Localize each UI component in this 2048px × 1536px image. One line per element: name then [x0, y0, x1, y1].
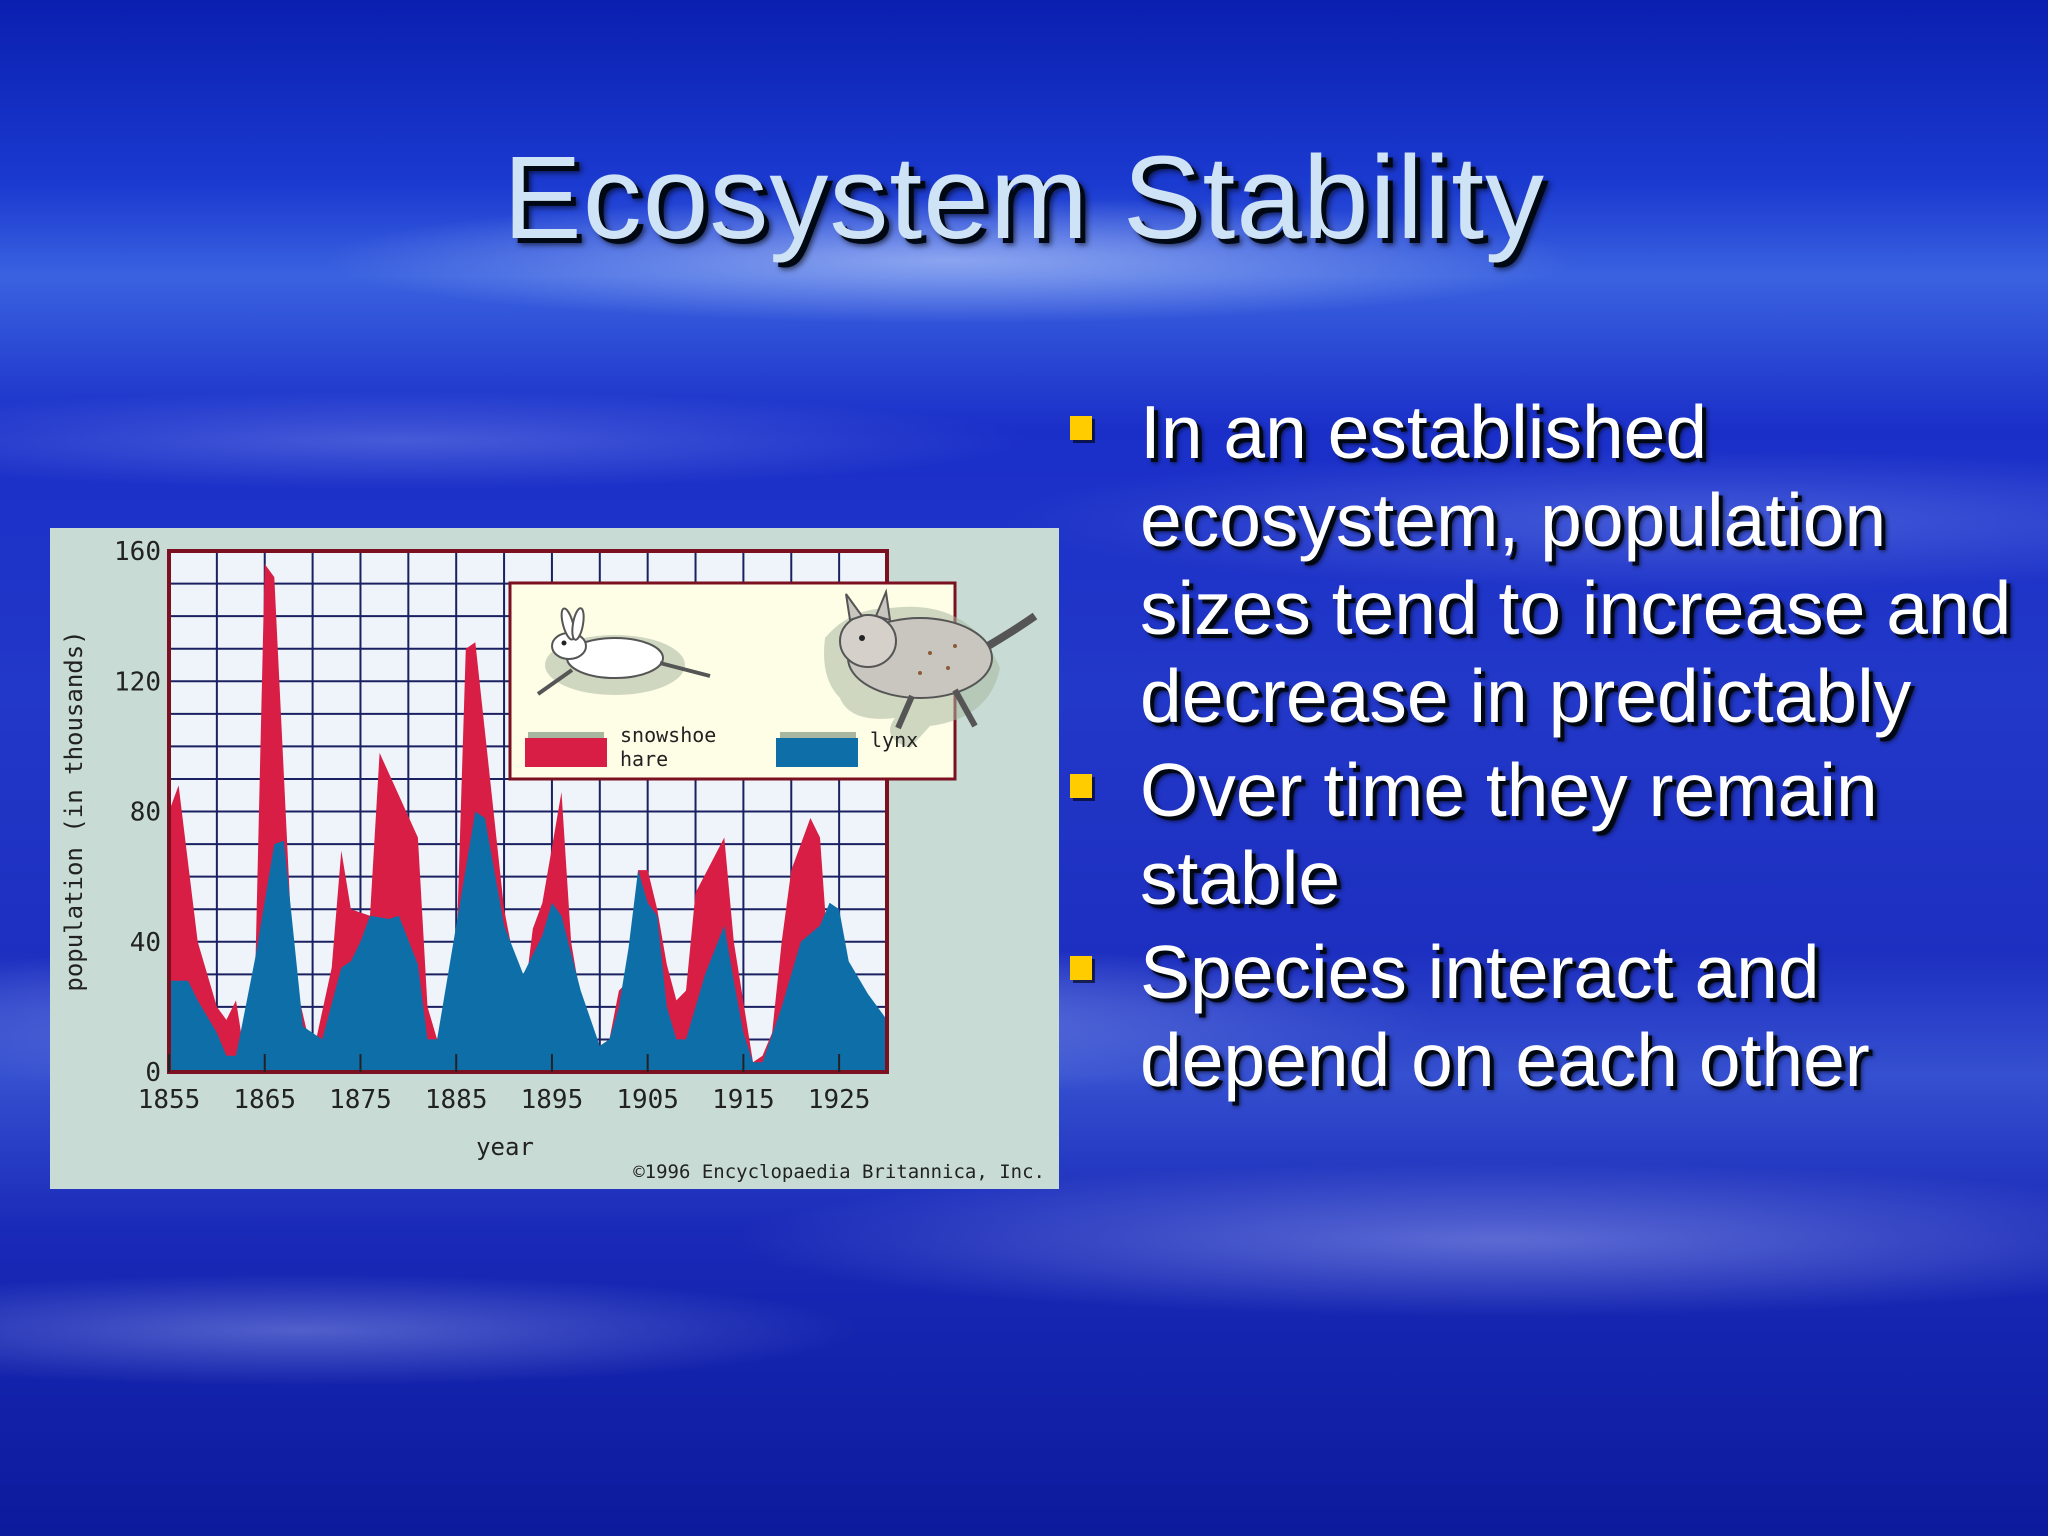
square-bullet-icon — [1070, 774, 1092, 798]
legend-swatch-snowshoe-hare — [525, 738, 607, 767]
bullet-text: Species interact and depend on each othe… — [1140, 930, 1870, 1102]
copyright-credit: ©1996 Encyclopaedia Britannica, Inc. — [633, 1161, 1045, 1183]
x-tick-label: 1885 — [425, 1085, 488, 1115]
x-tick-label: 1865 — [233, 1085, 296, 1115]
series-area-lynx — [169, 811, 887, 1072]
lynx-icon — [824, 588, 1038, 748]
x-tick-label: 1895 — [521, 1085, 584, 1115]
series-area-snowshoe-hare — [169, 564, 887, 1072]
x-tick-label: 1875 — [329, 1085, 392, 1115]
bullet-text: Over time they remain stable — [1140, 748, 1878, 920]
legend: snowshoe hare lynx — [508, 581, 1038, 781]
square-bullet-icon — [1070, 956, 1092, 980]
x-tick-label: 1915 — [712, 1085, 775, 1115]
slide-title: Ecosystem Stability — [503, 132, 1545, 264]
x-tick-label: 1925 — [808, 1085, 871, 1115]
y-tick-label: 0 — [145, 1058, 161, 1088]
legend-swatch-lynx — [776, 738, 858, 767]
x-tick-label: 1905 — [616, 1085, 679, 1115]
x-axis-label: year — [476, 1133, 534, 1161]
x-tick-label: 1855 — [138, 1085, 201, 1115]
bullet-list: In an established ecosystem, population … — [1060, 388, 2020, 1110]
hare-lynx-chart: 1855 1865 1875 1885 1895 1905 1915 1925 0 40 80 120… — [50, 528, 1059, 1189]
bullet-text: In an established ecosystem, population … — [1140, 390, 2012, 738]
hare-icon — [536, 607, 711, 696]
plot-frame — [167, 549, 889, 1074]
legend-label-hare: hare — [620, 747, 668, 771]
y-tick-label: 160 — [114, 537, 161, 567]
bullet-item: In an established ecosystem, population … — [1060, 388, 2020, 740]
y-tick-label: 120 — [114, 667, 161, 697]
bullet-item: Over time they remain stable — [1060, 746, 2020, 922]
y-tick-label: 80 — [130, 798, 161, 828]
legend-label-snowshoe: snowshoe — [620, 723, 716, 747]
y-tick-label: 40 — [130, 928, 161, 958]
axis-ticks: 1855 1865 1875 1885 1895 1905 1915 1925 0 40 80 120… — [114, 537, 870, 1115]
legend-label-lynx: lynx — [870, 728, 918, 752]
y-axis-label: population (in thousands) — [60, 630, 88, 991]
square-bullet-icon — [1070, 416, 1092, 440]
bullet-item: Species interact and depend on each othe… — [1060, 928, 2020, 1104]
